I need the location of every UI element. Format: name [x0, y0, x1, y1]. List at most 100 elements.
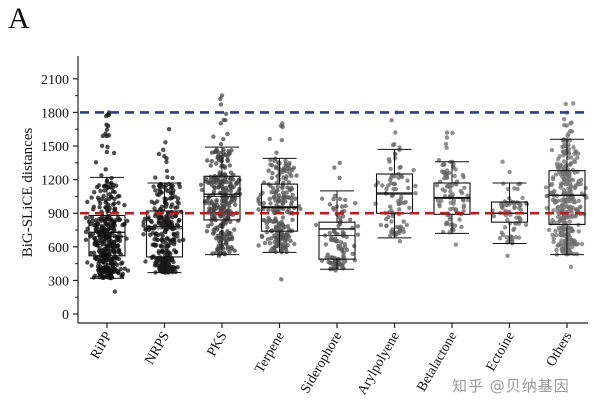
data-point	[280, 184, 285, 190]
data-point	[223, 199, 228, 204]
data-point	[99, 218, 104, 224]
data-point	[221, 178, 226, 184]
data-point	[459, 224, 464, 230]
data-point	[98, 255, 104, 260]
data-point	[573, 150, 579, 155]
data-point	[567, 162, 573, 167]
data-point	[154, 237, 159, 242]
data-point	[110, 189, 116, 194]
data-point	[331, 207, 337, 212]
data-point	[341, 250, 346, 256]
data-point	[443, 222, 449, 227]
data-point	[503, 200, 509, 205]
data-point	[226, 203, 232, 209]
data-point	[218, 102, 224, 107]
data-point	[440, 187, 445, 192]
data-point	[112, 234, 117, 239]
data-point	[462, 185, 467, 190]
data-point	[442, 171, 448, 176]
data-point	[115, 243, 120, 248]
data-point	[413, 183, 418, 189]
data-point	[224, 210, 229, 215]
data-point	[280, 124, 285, 130]
data-point	[435, 198, 441, 203]
data-point	[208, 163, 213, 168]
data-point	[260, 234, 265, 240]
data-point	[353, 201, 358, 206]
data-point	[223, 111, 229, 117]
data-point	[574, 251, 580, 257]
data-point	[104, 127, 110, 132]
data-point	[230, 177, 236, 182]
data-point	[164, 168, 170, 174]
data-point	[213, 149, 219, 154]
data-point	[392, 156, 398, 161]
data-point	[273, 218, 278, 223]
data-point	[325, 252, 330, 257]
data-point	[91, 222, 97, 228]
data-point	[286, 180, 292, 185]
data-point	[209, 150, 215, 155]
data-point	[555, 214, 561, 220]
data-point	[261, 201, 266, 206]
data-point	[518, 203, 523, 208]
data-point	[218, 142, 224, 147]
data-point	[164, 246, 169, 251]
data-point	[166, 127, 172, 132]
data-point	[342, 197, 348, 203]
data-point	[452, 223, 458, 228]
data-point	[512, 205, 517, 210]
data-point	[157, 267, 162, 272]
data-point	[273, 249, 279, 254]
data-point	[398, 173, 404, 179]
data-point	[512, 186, 517, 191]
data-points-betalactone	[434, 130, 471, 247]
data-point	[331, 196, 336, 202]
data-point	[556, 156, 561, 162]
data-point	[115, 262, 120, 267]
data-point	[165, 268, 171, 273]
data-point	[337, 160, 342, 165]
data-point	[518, 217, 523, 222]
data-point	[279, 138, 285, 143]
x-tick-label: Terpene	[253, 330, 288, 376]
data-point	[509, 234, 515, 240]
data-point	[256, 243, 261, 248]
data-point	[168, 204, 174, 210]
data-point	[106, 267, 112, 272]
data-point	[112, 219, 117, 225]
data-point	[568, 187, 573, 193]
data-point	[572, 170, 578, 175]
x-tick-label: Arylpolyene	[355, 330, 403, 398]
data-point	[294, 173, 299, 178]
data-point	[159, 231, 164, 236]
x-tick-label: NRPS	[142, 330, 173, 368]
data-point	[332, 165, 337, 170]
data-point	[234, 180, 239, 185]
data-point	[289, 196, 294, 201]
y-tick-label: 600	[48, 241, 69, 256]
y-tick-label: 1800	[41, 106, 69, 121]
data-point	[221, 137, 226, 142]
data-point	[568, 198, 573, 204]
data-point	[406, 185, 411, 191]
data-point	[141, 219, 146, 225]
data-point	[554, 161, 560, 166]
data-point	[338, 240, 344, 245]
data-point	[93, 237, 98, 243]
data-point	[572, 239, 577, 244]
data-point	[500, 159, 505, 164]
data-point	[350, 251, 355, 256]
data-point	[102, 188, 107, 193]
data-point	[164, 221, 170, 226]
data-point	[561, 180, 566, 185]
data-point	[384, 223, 389, 228]
data-point	[388, 181, 393, 186]
data-point	[101, 193, 106, 199]
data-point	[99, 173, 104, 178]
data-point	[570, 177, 576, 183]
data-point	[341, 231, 347, 236]
data-point	[209, 222, 214, 227]
data-point	[172, 266, 178, 271]
data-point	[170, 257, 175, 263]
